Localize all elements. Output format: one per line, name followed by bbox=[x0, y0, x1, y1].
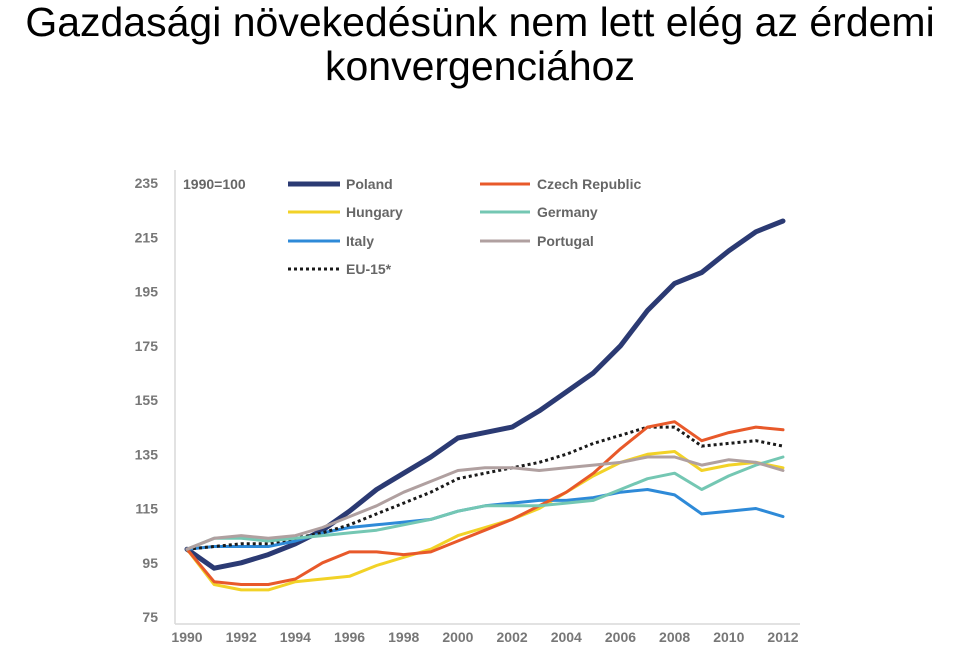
y-tick-label: 115 bbox=[135, 501, 158, 517]
series-line-hungary bbox=[185, 450, 785, 592]
y-tick-label: 175 bbox=[135, 338, 159, 354]
slide-title-line-2: konvergenciához bbox=[325, 43, 635, 89]
y-tick-label: 215 bbox=[135, 229, 159, 245]
chart-annotation: 1990=100 bbox=[183, 176, 246, 192]
x-tick-label: 1994 bbox=[280, 629, 311, 645]
slide-title-line-1: Gazdasági növekedésünk nem lett elég az … bbox=[25, 0, 935, 45]
legend-label: Poland bbox=[346, 176, 393, 192]
x-tick-label: 2006 bbox=[605, 629, 636, 645]
series-line-portugal bbox=[185, 455, 785, 551]
x-tick-label: 1990 bbox=[171, 629, 202, 645]
x-tick-label: 1992 bbox=[226, 629, 257, 645]
x-tick-label: 2012 bbox=[767, 629, 798, 645]
legend-label: Germany bbox=[537, 204, 598, 220]
x-tick-label: 2002 bbox=[497, 629, 528, 645]
y-tick-label: 195 bbox=[135, 284, 159, 300]
series-line-czech-republic bbox=[185, 420, 785, 586]
y-tick-label: 75 bbox=[142, 609, 158, 625]
legend-label: Czech Republic bbox=[537, 176, 641, 192]
series-line-germany bbox=[185, 455, 785, 551]
x-tick-label: 2008 bbox=[659, 629, 690, 645]
x-tick-label: 1998 bbox=[388, 629, 419, 645]
x-tick-label: 2004 bbox=[551, 629, 582, 645]
x-tick-label: 2010 bbox=[713, 629, 744, 645]
legend-label: EU-15* bbox=[346, 261, 392, 277]
legend-label: Hungary bbox=[346, 204, 403, 220]
series-line-poland bbox=[184, 218, 786, 571]
y-tick-label: 135 bbox=[135, 446, 159, 462]
legend-label: Italy bbox=[346, 233, 374, 249]
y-tick-label: 155 bbox=[135, 392, 159, 408]
y-tick-label: 95 bbox=[142, 555, 158, 571]
slide-title: Gazdasági növekedésünk nem lett elég az … bbox=[0, 0, 960, 88]
x-tick-label: 2000 bbox=[442, 629, 473, 645]
x-tick-label: 1996 bbox=[334, 629, 365, 645]
series-line-eu-15 bbox=[186, 425, 784, 551]
legend-label: Portugal bbox=[537, 233, 594, 249]
y-tick-label: 235 bbox=[135, 175, 159, 191]
